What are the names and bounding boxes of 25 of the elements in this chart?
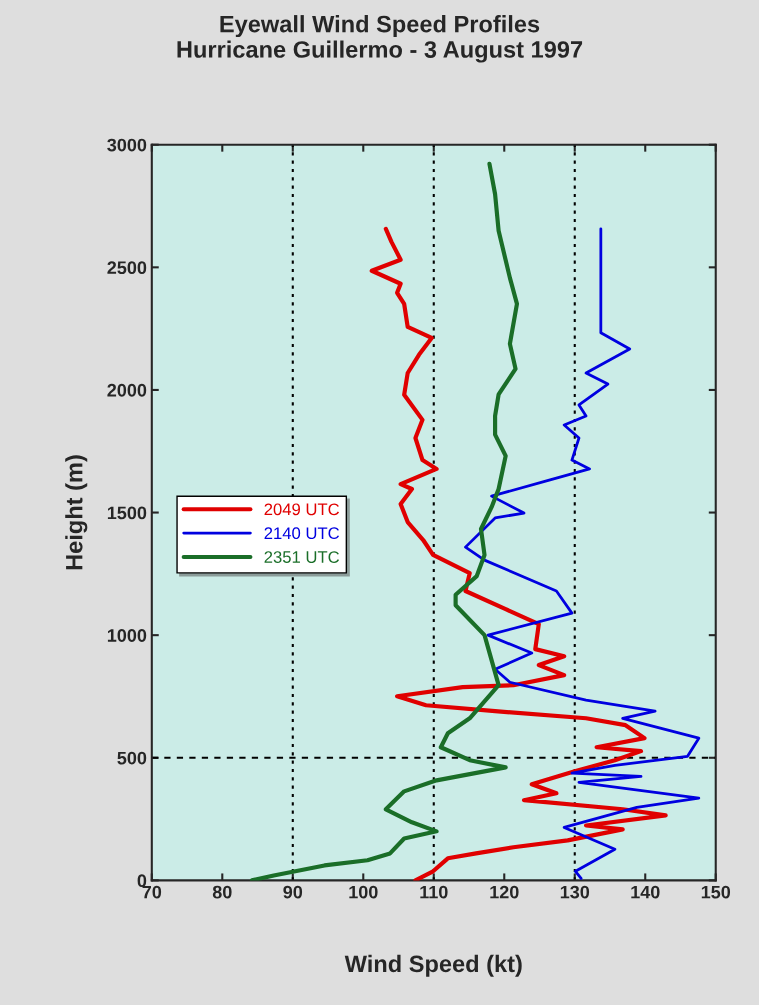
- legend-label: 2049 UTC: [264, 503, 340, 516]
- x-tick-label: 130: [560, 885, 590, 899]
- y-tick-label: 1500: [107, 506, 147, 520]
- y-tick-label: 0: [137, 874, 147, 888]
- x-tick-label: 100: [349, 885, 378, 899]
- x-axis-title: Wind Speed (kt): [344, 954, 522, 977]
- y-tick-label: 500: [117, 751, 147, 765]
- line-series: [249, 161, 520, 881]
- x-tick-label: 90: [283, 885, 303, 899]
- x-tick-label: 120: [490, 885, 519, 899]
- y-tick-label: 1000: [107, 629, 147, 642]
- chart-title: Eyewall Wind Speed Profiles Hurricane Guillermo - 3 August 1997: [177, 15, 583, 63]
- y-tick-label: 2500: [107, 261, 147, 275]
- line-series: [464, 227, 701, 880]
- x-tick-label: 110: [420, 885, 448, 899]
- y-axis-title: Height (m): [65, 455, 88, 570]
- x-tick-label: 140: [631, 885, 660, 899]
- legend-label: 2140 UTC: [264, 527, 340, 540]
- line-series: [369, 226, 668, 881]
- legend-label: 2351 UTC: [264, 551, 340, 563]
- y-tick-label: 2000: [107, 383, 147, 397]
- x-tick-label: 150: [701, 885, 731, 899]
- x-tick-label: 80: [212, 885, 232, 899]
- x-tick-label: 70: [142, 885, 162, 899]
- y-tick-label: 3000: [107, 138, 147, 152]
